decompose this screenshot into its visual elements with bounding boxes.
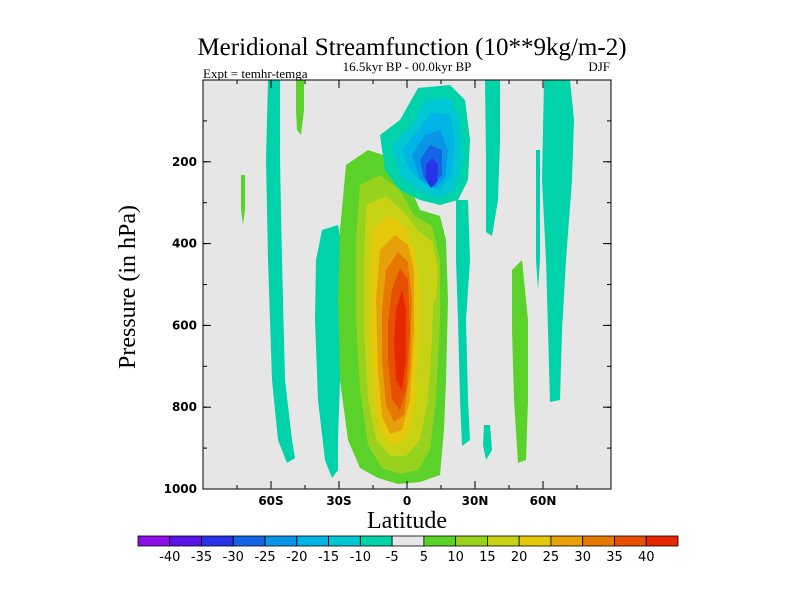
colorbar-label: -30 <box>223 550 244 565</box>
colorbar-swatch <box>137 535 171 547</box>
x-tick-label: 30S <box>326 494 351 508</box>
chart-title: Meridional Streamfunction (10**9kg/m-2) <box>197 34 626 61</box>
colorbar-label: 40 <box>638 550 655 565</box>
contour-sh-negative-band <box>266 80 295 463</box>
contour-sh-thin-positive <box>241 175 245 225</box>
colorbar-swatch <box>201 535 234 547</box>
y-axis-ticks: 200 400 600 800 1000 <box>164 120 611 496</box>
x-tick-label: 0 <box>403 494 411 508</box>
y-axis-label: Pressure (in hPa) <box>115 205 141 369</box>
contour-negative-band-north <box>542 80 574 402</box>
colorbar-label: -25 <box>254 550 275 565</box>
contour-sh-small-positive <box>296 80 304 135</box>
colorbar-label: 35 <box>606 550 623 565</box>
colorbar-swatch <box>614 535 647 547</box>
season-label: DJF <box>588 59 610 74</box>
contour-main-cell-40 <box>394 290 406 390</box>
y-tick-label: 200 <box>172 155 197 169</box>
colorbar-swatch <box>455 535 488 547</box>
colorbar-swatch <box>487 535 520 547</box>
x-tick-label: 30N <box>462 494 489 508</box>
colorbar-label: 10 <box>447 550 464 565</box>
colorbar-swatch <box>645 535 679 547</box>
y-tick-label: 800 <box>172 400 197 414</box>
y-tick-label: 1000 <box>164 482 197 496</box>
x-axis-ticks: 60S 30S 0 30N 60N <box>202 80 612 508</box>
colorbar-label: 15 <box>479 550 496 565</box>
colorbar-label: 30 <box>574 550 591 565</box>
colorbar-swatch <box>518 535 552 547</box>
colorbar-label: -20 <box>286 550 307 565</box>
colorbar-label: 25 <box>543 550 560 565</box>
colorbar-swatch <box>359 535 393 547</box>
colorbar-labels: -40 -35 -30 -25 -20 -15 -10 -5 5 10 15 20 25 30 35 40 <box>159 550 654 565</box>
contour-upper-negative-30 <box>426 158 438 188</box>
colorbar-label: 5 <box>420 550 428 565</box>
colorbar-swatch <box>423 535 457 547</box>
colorbar-label: -15 <box>318 550 339 565</box>
contour-secondary-positive <box>418 240 438 310</box>
x-tick-label: 60S <box>258 494 283 508</box>
colorbar <box>137 535 679 547</box>
chart-subtitle: 16.5kyr BP - 00.0kyr BP <box>343 59 472 74</box>
colorbar-swatch <box>550 535 584 547</box>
colorbar-swatch <box>264 535 298 547</box>
colorbar-label: -5 <box>386 550 399 565</box>
colorbar-label: -35 <box>191 550 212 565</box>
colorbar-swatch <box>582 535 615 547</box>
colorbar-swatch <box>391 535 425 547</box>
y-tick-label: 600 <box>172 318 197 332</box>
contour-nh-negative-band <box>456 200 470 446</box>
contour-nh-thin-band <box>536 150 540 290</box>
contour-nh-small-negative <box>483 425 492 460</box>
colorbar-label: -40 <box>159 550 180 565</box>
colorbar-label: -10 <box>350 550 371 565</box>
contour-negative-band-south <box>315 225 344 478</box>
contour-nh-upper-band <box>485 80 500 236</box>
x-tick-label: 60N <box>530 494 557 508</box>
colorbar-swatch <box>169 535 202 547</box>
colorbar-swatch <box>296 535 329 547</box>
contour-nh-positive-band <box>512 260 528 463</box>
contour-fills <box>241 80 574 484</box>
colorbar-label: 20 <box>511 550 528 565</box>
x-axis-label: Latitude <box>367 508 447 534</box>
y-tick-label: 400 <box>172 237 197 251</box>
experiment-label: Expt = temhr-temga <box>203 66 308 81</box>
colorbar-swatch <box>232 535 266 547</box>
colorbar-swatch <box>328 535 361 547</box>
